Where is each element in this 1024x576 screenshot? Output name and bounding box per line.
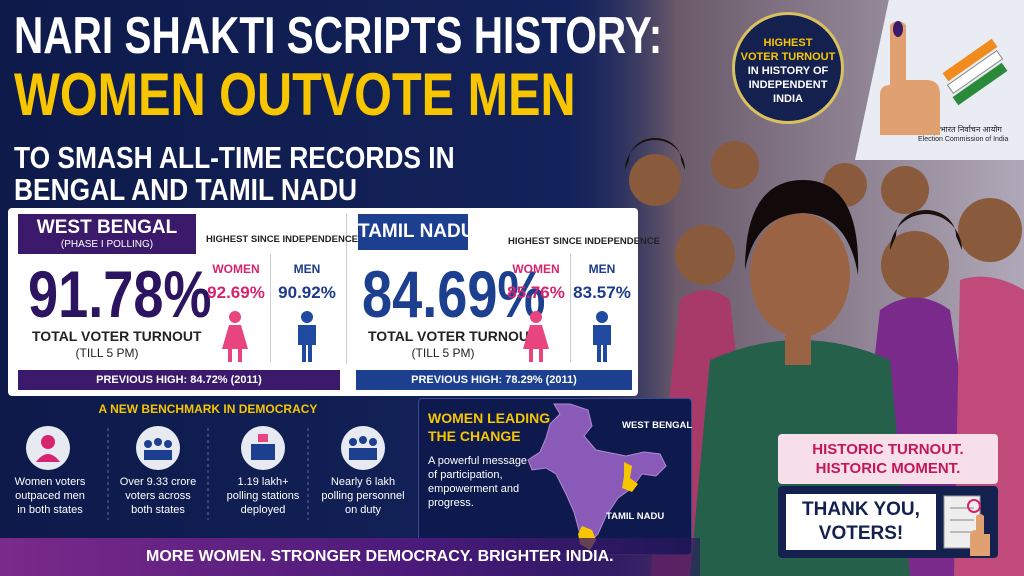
eci-english: Election Commission of India [918, 136, 1009, 143]
benchmark-text: polling personnel [321, 490, 405, 502]
title-line3: BENGAL AND TAMIL NADU [14, 172, 358, 207]
divider [270, 254, 271, 362]
badge-text: INDEPENDENT [748, 79, 828, 91]
woman-icon [222, 311, 248, 362]
badge-text: HIGHEST [763, 37, 813, 49]
footer-text: MORE WOMEN. STRONGER DEMOCRACY. BRIGHTER… [146, 548, 614, 565]
historic-box: HISTORIC TURNOUT. HISTORIC MOMENT. [778, 434, 998, 484]
title-line3: TO SMASH ALL-TIME RECORDS IN [14, 140, 455, 175]
badge-text: IN HISTORY OF [747, 65, 829, 77]
benchmark-text: both states [131, 504, 185, 516]
benchmark-title: A NEW BENCHMARK IN DEMOCRACY [98, 402, 318, 416]
badge: HIGHEST VOTER TURNOUT IN HISTORY OF INDE… [732, 12, 844, 124]
time: (TILL 5 PM) [75, 346, 139, 360]
state-name: WEST BENGAL [36, 217, 178, 238]
women-value: 92.69% [207, 283, 265, 302]
title-line1: NARI SHAKTI SCRIPTS HISTORY: [14, 7, 663, 65]
historic-line: HISTORIC TURNOUT. [812, 441, 964, 458]
benchmark-text: Women voters [14, 476, 86, 488]
benchmark-item: Nearly 6 lakh polling personnel on duty [313, 475, 413, 517]
benchmark-text: outpaced men [15, 490, 85, 502]
men-label: MEN [293, 262, 321, 276]
eci-icons [880, 21, 1008, 135]
man-icon [593, 311, 611, 362]
highest: HIGHEST SINCE INDEPENDENCE [206, 234, 359, 245]
highest: HIGHEST SINCE INDEPENDENCE [508, 236, 661, 247]
benchmark-text: Over 9.33 crore [119, 476, 197, 488]
map-desc: A powerful message of participation, empow… [428, 454, 527, 510]
title-line2: WOMEN OUTVOTE MEN [14, 61, 576, 128]
benchmark-text: deployed [240, 504, 286, 516]
benchmark-text: on duty [344, 504, 382, 516]
men-value: 90.92% [278, 283, 336, 302]
state-name: TAMIL NADU [358, 214, 474, 250]
turnout-label: TOTAL VOTER TURNOUT [368, 328, 538, 344]
benchmark-text: polling stations [226, 490, 300, 502]
map-desc-line: progress. [428, 497, 474, 509]
state-phase: (PHASE I POLLING) [60, 239, 154, 250]
benchmark-text: in both states [17, 504, 83, 516]
map-desc-line: A powerful message [428, 455, 528, 467]
benchmark-item: Women voters outpaced men in both states [8, 475, 92, 517]
benchmark-icons [26, 426, 385, 520]
previous-high: PREVIOUS HIGH: 84.72% (2011) [18, 370, 340, 390]
thanks-text: THANK YOU, VOTERS! [786, 494, 936, 550]
benchmark-text: 1.19 lakh+ [237, 476, 289, 488]
map-title: THE CHANGE [428, 428, 521, 444]
turnout-label: TOTAL VOTER TURNOUT [32, 328, 202, 344]
women-value: 85.76% [507, 283, 565, 302]
ballot-icon [943, 495, 990, 556]
benchmark-item: 1.19 lakh+ polling stations deployed [213, 475, 313, 517]
benchmark-text: Nearly 6 lakh [330, 476, 396, 488]
map-desc-line: of participation, [428, 469, 503, 481]
turnout: 91.78% [28, 257, 212, 331]
badge-text: VOTER TURNOUT [740, 51, 836, 63]
benchmark-text: voters across [125, 490, 191, 502]
state-label: WEST BENGAL (PHASE I POLLING) [18, 214, 196, 254]
footer-bar [0, 538, 700, 576]
benchmark-item: Over 9.33 crore voters across both states [108, 475, 208, 517]
thanks-line: THANK YOU, [802, 499, 920, 520]
map-desc-line: empowerment and [428, 483, 520, 495]
man-icon [298, 311, 316, 362]
divider [570, 254, 571, 362]
historic-line: HISTORIC MOMENT. [815, 460, 961, 477]
time: (TILL 5 PM) [411, 346, 475, 360]
woman-icon [523, 311, 549, 362]
turnout: 84.69% [362, 257, 546, 331]
badge-text: INDIA [773, 93, 803, 105]
women-label: WOMEN [212, 262, 260, 276]
men-label: MEN [588, 262, 616, 276]
thanks-line: VOTERS! [818, 523, 904, 544]
map-title: WOMEN LEADING [428, 410, 551, 426]
previous-high: PREVIOUS HIGH: 78.29% (2011) [356, 370, 632, 390]
men-value: 83.57% [573, 283, 631, 302]
map-label: WEST BENGAL [622, 420, 693, 431]
map-label: TAMIL NADU [606, 511, 665, 522]
eci-hindi: भारत निर्वाचन आयोग [940, 125, 1002, 134]
divider [346, 214, 347, 364]
women-label: WOMEN [512, 262, 560, 276]
